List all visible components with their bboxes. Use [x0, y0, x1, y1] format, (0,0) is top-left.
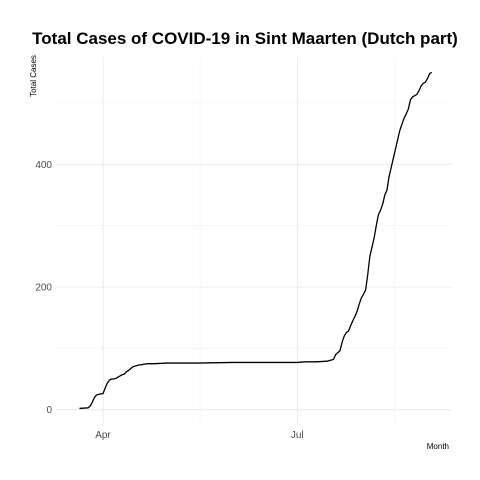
grid [56, 57, 451, 425]
y-axis-label: Total Cases [29, 55, 38, 97]
y-axis-ticks: 0 200 400 [35, 160, 52, 416]
chart-title: Total Cases of COVID-19 in Sint Maarten … [32, 29, 458, 48]
x-tick-label: Jul [291, 430, 304, 441]
y-tick-label: 200 [35, 283, 52, 294]
y-tick-label: 0 [46, 405, 52, 416]
x-axis-ticks: Apr Jul [95, 430, 303, 441]
x-tick-label: Apr [95, 430, 111, 441]
y-tick-label: 400 [35, 160, 52, 171]
x-axis-label: Month [427, 442, 449, 451]
series-line [79, 71, 433, 410]
